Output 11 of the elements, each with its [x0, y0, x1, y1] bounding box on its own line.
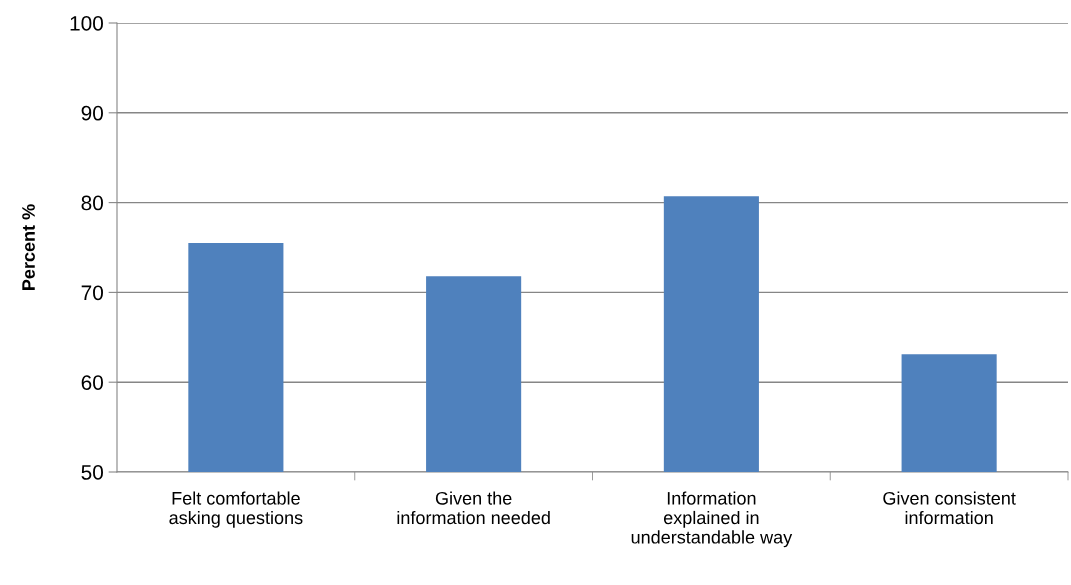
- y-tick-label: 70: [81, 285, 103, 301]
- x-tick-label: Given the information needed: [397, 491, 550, 525]
- y-tick-label: 60: [81, 375, 103, 390]
- y-axis-title: Percent %: [22, 204, 35, 290]
- y-tick-label: 100: [70, 16, 103, 31]
- x-tick-label: Information explained in understandable way: [631, 491, 793, 548]
- y-tick-label: 90: [81, 105, 103, 121]
- x-tick-label: Given consistent information: [883, 491, 1016, 525]
- y-tick-label: 50: [81, 465, 103, 480]
- x-tick-label: Felt comfortable asking questions: [169, 491, 303, 528]
- y-tick-label: 80: [81, 195, 103, 211]
